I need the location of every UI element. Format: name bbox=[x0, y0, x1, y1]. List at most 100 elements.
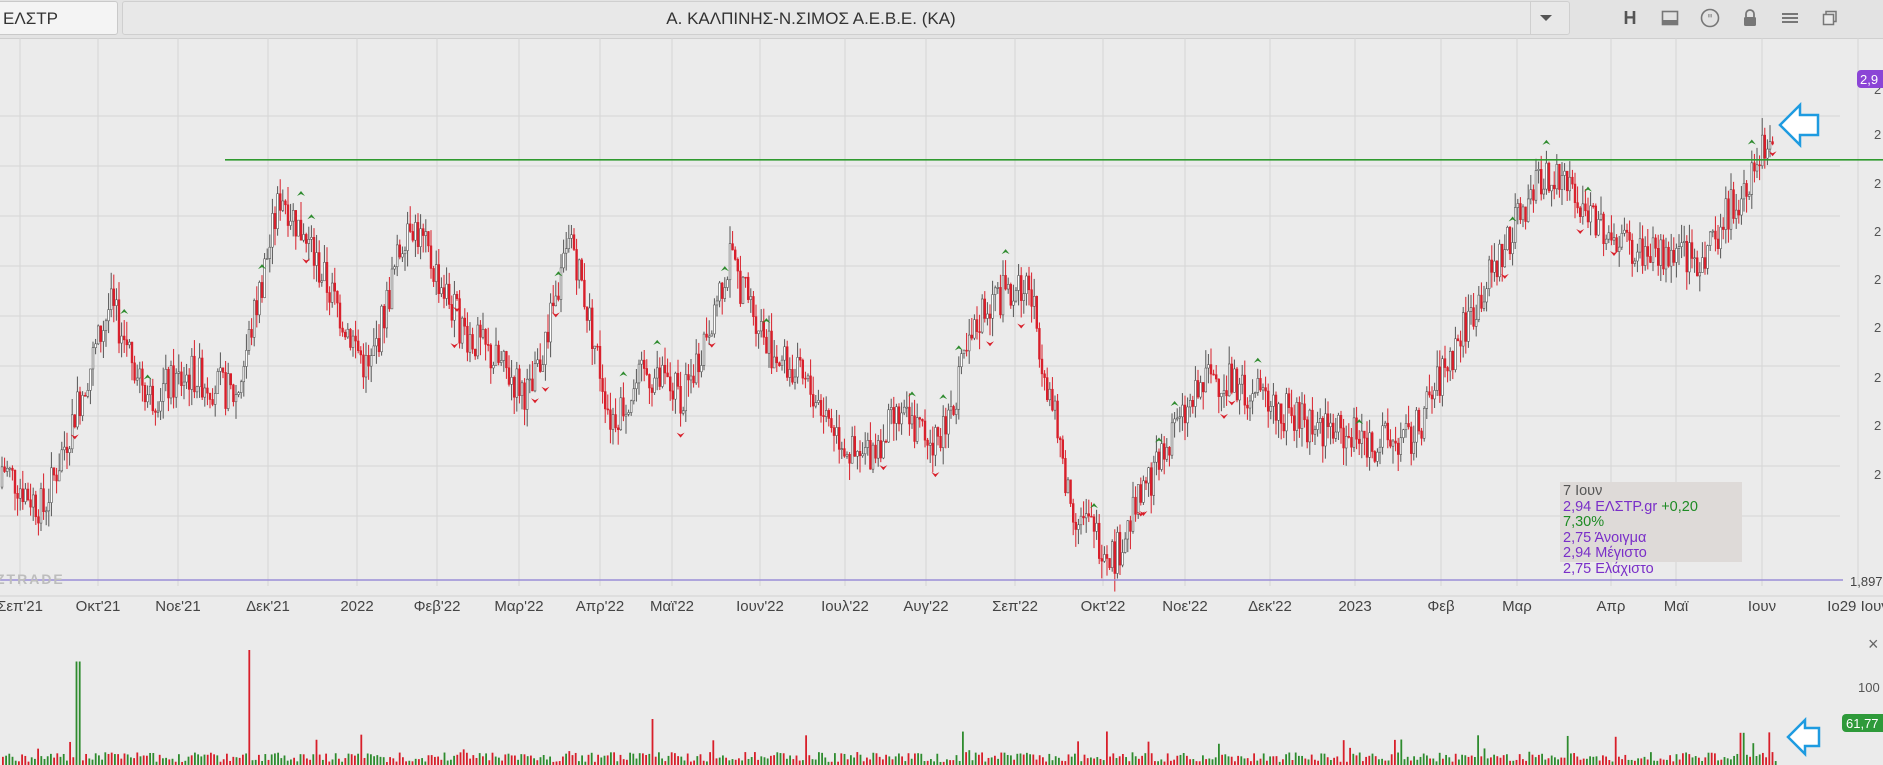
volume-bar bbox=[370, 754, 372, 765]
candle-body bbox=[1204, 367, 1208, 393]
volume-bar bbox=[1566, 735, 1569, 765]
volume-bar bbox=[1656, 760, 1659, 765]
volume-bar bbox=[827, 761, 830, 765]
candle-body bbox=[1467, 310, 1470, 342]
candle-body bbox=[1105, 554, 1109, 559]
volume-bar bbox=[1643, 756, 1646, 765]
volume-bar bbox=[56, 753, 59, 765]
volume-bar bbox=[933, 761, 935, 765]
candle-body bbox=[1222, 390, 1226, 394]
menu-icon[interactable] bbox=[1770, 4, 1810, 32]
candle-body bbox=[811, 394, 815, 407]
volume-bar bbox=[1582, 758, 1585, 765]
volume-bar bbox=[491, 752, 494, 765]
candle-body bbox=[120, 335, 123, 344]
candle-body bbox=[281, 200, 284, 211]
volume-bar bbox=[1701, 760, 1703, 765]
volume-bar bbox=[718, 757, 721, 765]
volume-bar bbox=[859, 754, 862, 765]
candle-body bbox=[533, 363, 537, 392]
volume-bar bbox=[635, 758, 638, 765]
volume-bar bbox=[568, 751, 571, 765]
volume-bar bbox=[738, 758, 740, 765]
candle-body bbox=[193, 355, 196, 393]
restore-window-icon[interactable] bbox=[1810, 4, 1850, 32]
candle-body bbox=[1306, 419, 1309, 443]
candle-body bbox=[1763, 134, 1767, 159]
panel-icon[interactable] bbox=[1650, 4, 1690, 32]
swing-low-marker bbox=[707, 342, 716, 348]
close-volume-pane-icon[interactable]: × bbox=[1868, 634, 1879, 654]
volume-bar bbox=[437, 756, 439, 765]
candle-body bbox=[466, 325, 469, 353]
tooltip-low: 2,75 Ελάχιστο bbox=[1563, 560, 1654, 577]
volume-bar bbox=[1650, 752, 1652, 765]
volume-bar bbox=[581, 755, 583, 765]
candle-body bbox=[928, 442, 932, 446]
swing-low-marker bbox=[1768, 151, 1777, 157]
volume-bar bbox=[1080, 761, 1083, 765]
volume-bar bbox=[421, 758, 423, 765]
volume-bar bbox=[1006, 754, 1009, 765]
chevron-down-icon[interactable] bbox=[1530, 2, 1561, 34]
candle-body bbox=[317, 252, 321, 283]
volume-bar bbox=[1061, 760, 1063, 765]
candle-body bbox=[1610, 232, 1613, 241]
candle-body bbox=[445, 283, 448, 299]
volume-bar bbox=[603, 755, 606, 765]
candle-body bbox=[603, 391, 607, 410]
volume-bar bbox=[507, 753, 510, 765]
volume-bar bbox=[219, 761, 222, 765]
candle-body bbox=[44, 510, 48, 513]
candle-body bbox=[970, 334, 974, 339]
volume-bar bbox=[936, 753, 939, 765]
candle-body bbox=[388, 290, 391, 310]
candle-body bbox=[557, 295, 560, 300]
volume-bar bbox=[1618, 756, 1620, 765]
candle-body bbox=[1503, 249, 1507, 268]
candle-body bbox=[302, 234, 305, 241]
candle-body bbox=[1771, 141, 1774, 145]
volume-bar bbox=[328, 761, 331, 765]
volume-bar bbox=[1586, 758, 1588, 765]
volume-bar bbox=[1544, 759, 1547, 765]
volume-bar bbox=[264, 754, 267, 765]
volume-bar bbox=[1275, 756, 1278, 765]
swing-low-marker bbox=[1139, 511, 1148, 517]
volume-bar bbox=[498, 757, 500, 765]
volume-bar bbox=[1730, 759, 1732, 765]
quote-icon[interactable]: " bbox=[1690, 4, 1730, 32]
volume-bar bbox=[98, 755, 100, 765]
volume-bar bbox=[1749, 756, 1751, 765]
volume-bar bbox=[1381, 758, 1383, 765]
candle-body bbox=[1391, 440, 1395, 447]
volume-bar bbox=[1278, 761, 1281, 765]
volume-bar bbox=[904, 761, 907, 765]
candle-body bbox=[806, 375, 810, 380]
volume-bar bbox=[312, 754, 315, 765]
candle-body bbox=[973, 319, 976, 339]
candle-body bbox=[702, 333, 706, 366]
volume-bar bbox=[837, 761, 839, 765]
price-chart[interactable]: Σεπ'21 Οκτ'21 Νοε'21 Δεκ'21 2022 Φεβ'22 Μαρ'22… bbox=[0, 38, 1883, 765]
candle-body bbox=[674, 372, 677, 400]
volume-bar bbox=[962, 731, 964, 765]
instrument-title-bar[interactable]: Α. ΚΑΛΠΙΝΗΣ-Ν.ΣΙΜΟΣ Α.Ε.Β.Ε. (ΚΑ) bbox=[122, 1, 1570, 35]
h-button[interactable]: H bbox=[1623, 7, 1637, 28]
lock-icon[interactable] bbox=[1730, 4, 1770, 32]
candle-body bbox=[78, 391, 82, 417]
candle-body bbox=[1124, 538, 1127, 553]
volume-bar bbox=[1067, 754, 1070, 765]
x-tick-label: Δεκ'22 bbox=[1248, 598, 1292, 615]
candle-body bbox=[1729, 189, 1733, 230]
volume-bar bbox=[786, 758, 788, 765]
symbol-input[interactable]: ΕΛΣΤΡ bbox=[0, 1, 118, 35]
volume-bar bbox=[1659, 758, 1662, 765]
candle-body bbox=[13, 470, 17, 494]
candle-body bbox=[460, 317, 464, 344]
candle-body bbox=[1300, 403, 1304, 429]
candle-body bbox=[154, 410, 157, 413]
volume-bar bbox=[843, 753, 846, 765]
candle-body bbox=[1155, 451, 1158, 463]
volume-bar bbox=[1026, 752, 1028, 765]
